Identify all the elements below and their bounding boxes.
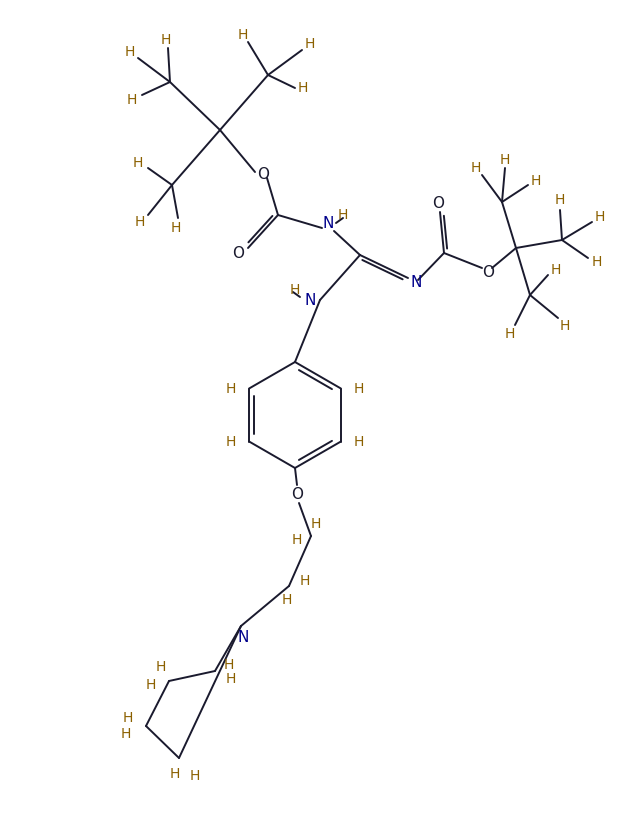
Text: H: H bbox=[311, 517, 321, 531]
Text: H: H bbox=[226, 672, 236, 686]
Text: H: H bbox=[133, 156, 143, 170]
Text: H: H bbox=[500, 153, 510, 167]
Text: H: H bbox=[238, 28, 248, 42]
Text: H: H bbox=[156, 660, 166, 674]
Text: H: H bbox=[161, 33, 171, 47]
Text: H: H bbox=[127, 93, 137, 107]
Text: H: H bbox=[354, 381, 364, 395]
Text: H: H bbox=[338, 208, 348, 222]
Text: N: N bbox=[305, 293, 316, 308]
Text: H: H bbox=[170, 767, 180, 781]
Text: H: H bbox=[305, 37, 315, 51]
Text: H: H bbox=[282, 593, 292, 607]
Text: O: O bbox=[291, 486, 303, 501]
Text: H: H bbox=[300, 574, 310, 588]
Text: O: O bbox=[482, 264, 494, 279]
Text: H: H bbox=[146, 678, 156, 692]
Text: O: O bbox=[257, 167, 269, 182]
Text: N: N bbox=[237, 631, 248, 646]
Text: H: H bbox=[171, 221, 181, 235]
Text: H: H bbox=[123, 711, 133, 725]
Text: H: H bbox=[298, 81, 308, 95]
Text: H: H bbox=[505, 327, 515, 341]
Text: N: N bbox=[322, 215, 334, 230]
Text: N: N bbox=[410, 274, 422, 289]
Text: H: H bbox=[592, 255, 602, 269]
Text: H: H bbox=[290, 283, 300, 297]
Text: H: H bbox=[292, 533, 302, 547]
Text: H: H bbox=[595, 210, 605, 224]
Text: H: H bbox=[471, 161, 481, 175]
Text: O: O bbox=[432, 195, 444, 210]
Text: H: H bbox=[551, 263, 561, 277]
Text: H: H bbox=[354, 435, 364, 449]
Text: H: H bbox=[226, 435, 236, 449]
Text: H: H bbox=[121, 727, 131, 741]
Text: H: H bbox=[531, 174, 541, 188]
Text: H: H bbox=[135, 215, 145, 229]
Text: H: H bbox=[224, 658, 234, 672]
Text: H: H bbox=[190, 769, 200, 783]
Text: H: H bbox=[226, 381, 236, 395]
Text: O: O bbox=[232, 245, 244, 260]
Text: H: H bbox=[560, 319, 570, 333]
Text: H: H bbox=[555, 193, 565, 207]
Text: H: H bbox=[125, 45, 135, 59]
